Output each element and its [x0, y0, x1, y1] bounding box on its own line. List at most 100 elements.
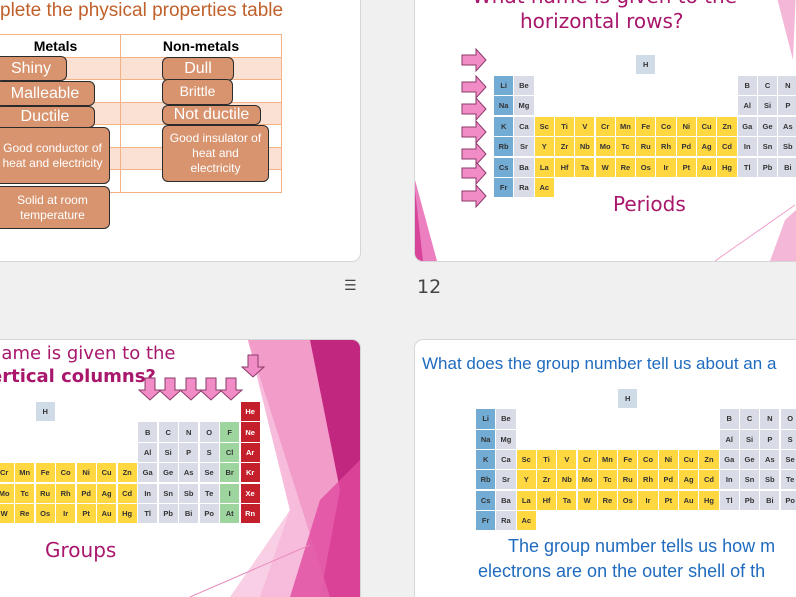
element-cell-sn: Sn: [158, 483, 178, 503]
element-cell-nb: Nb: [575, 137, 595, 157]
element-cell-p: P: [179, 442, 199, 463]
element-cell-o: O: [199, 422, 219, 442]
element-cell-se: Se: [199, 463, 219, 483]
element-cell-w: W: [0, 504, 14, 524]
element-cell-ga: Ga: [737, 116, 757, 136]
element-cell-si: Si: [158, 442, 178, 463]
element-cell-i: I: [220, 483, 240, 503]
element-cell-po: Po: [199, 504, 219, 524]
element-cell-zr: Zr: [536, 470, 557, 490]
element-cell-p: P: [778, 96, 796, 116]
element-cell-sb: Sb: [760, 470, 780, 490]
card-not-ductile[interactable]: Not ductile: [162, 105, 261, 125]
element-cell-re: Re: [597, 490, 618, 510]
card-good-insulator[interactable]: Good insulator of heat and electricity: [162, 125, 269, 182]
element-cell-te: Te: [780, 470, 796, 490]
element-cell-xe: Xe: [240, 483, 260, 503]
card-shiny[interactable]: Shiny: [0, 56, 67, 81]
element-cell-ra: Ra: [514, 178, 534, 198]
answer-periods: Periods: [613, 192, 686, 216]
element-cell-au: Au: [679, 490, 699, 510]
element-cell-k: K: [476, 449, 496, 470]
element-cell-fr: Fr: [476, 510, 496, 531]
right-arrow-icon: [461, 120, 487, 144]
pink-decoration: [189, 340, 360, 597]
answer-groups: Groups: [45, 538, 117, 562]
element-cell-pt: Pt: [658, 490, 678, 510]
element-cell-tl: Tl: [719, 490, 739, 510]
element-cell-br: Br: [220, 463, 240, 483]
down-arrow-icon: [241, 354, 266, 378]
element-cell-cr: Cr: [0, 463, 14, 483]
element-cell-mo: Mo: [595, 137, 615, 157]
slide-thumbnail-physical-properties[interactable]: plete the physical properties table Meta…: [0, 0, 360, 261]
element-cell-ga: Ga: [138, 463, 158, 483]
element-cell-tl: Tl: [138, 504, 158, 524]
right-arrow-icon: [461, 142, 487, 166]
element-cell-fe: Fe: [35, 463, 55, 483]
element-cell-rn: Rn: [240, 504, 260, 524]
element-cell-o: O: [780, 409, 796, 429]
element-cell-ag: Ag: [697, 137, 717, 157]
element-cell-be: Be: [496, 409, 516, 429]
element-cell-h: H: [618, 389, 638, 409]
element-cell-cd: Cd: [117, 483, 137, 503]
slide-thumbnail-group-number[interactable]: What does the group number tell us about…: [415, 340, 796, 597]
element-cell-ga: Ga: [719, 449, 739, 470]
slide-number: 12: [417, 276, 442, 298]
element-cell-cs: Cs: [494, 157, 514, 177]
element-cell-mo: Mo: [577, 470, 597, 490]
element-cell-re: Re: [615, 157, 636, 177]
element-cell-al: Al: [138, 442, 158, 463]
right-arrow-icon: [461, 161, 487, 185]
element-cell-tc: Tc: [615, 137, 636, 157]
element-cell-sn: Sn: [739, 470, 760, 490]
element-cell-ir: Ir: [56, 504, 76, 524]
element-cell-au: Au: [97, 504, 117, 524]
element-cell-b: B: [737, 75, 757, 95]
header-metals: Metals: [0, 34, 121, 58]
element-cell-ru: Ru: [618, 470, 638, 490]
element-cell-ti: Ti: [536, 449, 557, 470]
element-cell-c: C: [757, 75, 778, 95]
right-arrow-icon: [461, 75, 487, 99]
element-cell-sr: Sr: [514, 137, 534, 157]
slide-thumbnail-groups[interactable]: name is given to the ertical columns? Gr…: [0, 340, 360, 597]
card-malleable[interactable]: Malleable: [0, 81, 95, 106]
card-solid[interactable]: Solid at room temperature: [0, 186, 110, 229]
slide-thumbnail-periods[interactable]: What name is given to the horizontal row…: [415, 0, 796, 261]
element-cell-ni: Ni: [658, 449, 678, 470]
element-cell-la: La: [534, 157, 554, 177]
element-cell-os: Os: [636, 157, 656, 177]
element-cell-os: Os: [618, 490, 638, 510]
card-brittle[interactable]: Brittle: [162, 79, 233, 105]
element-cell-pb: Pb: [739, 490, 760, 510]
down-arrow-icon: [219, 377, 244, 401]
element-cell-sn: Sn: [757, 137, 778, 157]
element-cell-c: C: [739, 409, 760, 429]
card-dull[interactable]: Dull: [162, 57, 234, 81]
element-cell-h: H: [636, 55, 656, 75]
element-cell-rh: Rh: [656, 137, 676, 157]
element-cell-ca: Ca: [496, 449, 516, 470]
element-cell-te: Te: [199, 483, 219, 503]
pink-decoration: [415, 0, 796, 261]
card-good-conductor[interactable]: Good conductor of heat and electricity: [0, 127, 110, 184]
slide-title-line1: name is given to the: [0, 343, 176, 364]
element-cell-hg: Hg: [117, 504, 137, 524]
element-cell-al: Al: [737, 96, 757, 116]
element-cell-fe: Fe: [636, 116, 656, 136]
card-ductile[interactable]: Ductile: [0, 106, 95, 128]
slide-title: plete the physical properties table: [0, 0, 284, 21]
element-cell-pd: Pd: [658, 470, 678, 490]
element-cell-co: Co: [56, 463, 76, 483]
slide-title: What does the group number tell us about…: [422, 354, 777, 373]
element-cell-al: Al: [719, 429, 739, 449]
element-cell-w: W: [577, 490, 597, 510]
element-cell-y: Y: [534, 137, 554, 157]
element-cell-b: B: [719, 409, 739, 429]
element-cell-co: Co: [656, 116, 676, 136]
down-arrow-icon: [199, 377, 224, 401]
element-cell-na: Na: [494, 96, 514, 116]
element-cell-in: In: [737, 137, 757, 157]
